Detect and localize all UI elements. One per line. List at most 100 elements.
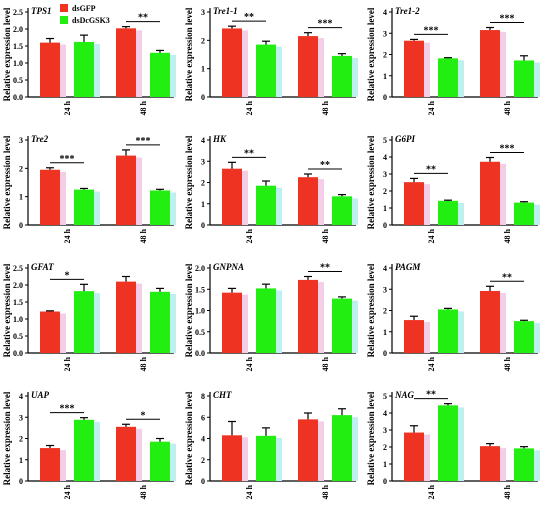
y-tick-label: 0.0 [195, 349, 205, 358]
y-tick-label: 0 [383, 477, 387, 486]
y-tick-label: 1 [19, 193, 23, 202]
y-tick-label: 1 [383, 460, 387, 469]
x-tick-label: 24 h [427, 484, 436, 499]
y-tick-label: 6 [201, 413, 205, 422]
x-tick-label: 48 h [139, 228, 148, 243]
x-tick-label: 48 h [503, 484, 512, 499]
y-tick-label: 2.5 [13, 8, 23, 17]
bar [40, 448, 60, 481]
bar [480, 30, 500, 97]
panel-title: Tre1-2 [395, 6, 420, 16]
bar [150, 291, 170, 353]
bar [480, 161, 500, 225]
bar [514, 321, 534, 353]
legend: dsGFP dsDcGSK3 [60, 4, 110, 25]
y-tick-label: 0 [19, 477, 23, 486]
y-tick-label: 1 [201, 65, 205, 74]
panel-hk: Relative expression level 0 1 2 3 4 HK 24 h 48 h… [184, 134, 358, 243]
y-axis-label: Relative expression level [366, 135, 376, 229]
panel-tre1-1: Relative expression level 0 1 2 3 Tre1-1 24 h 4… [184, 6, 358, 115]
significance-label: ** [502, 272, 512, 283]
bar [404, 40, 424, 97]
y-tick-label: 2 [201, 456, 205, 465]
panel-title: NAG [394, 390, 415, 400]
y-tick-label: 1 [201, 200, 205, 209]
bar [438, 309, 458, 353]
y-tick-label: 2.0 [13, 281, 23, 290]
y-tick-label: 1.0 [13, 315, 23, 324]
panel-g6pi: Relative expression level 0 1 2 3 4 5 G6PI 24 h 4… [366, 134, 540, 243]
x-tick-label: 24 h [245, 484, 254, 499]
bar [480, 446, 500, 481]
x-tick-label: 24 h [63, 100, 72, 115]
y-tick-label: 2.0 [13, 25, 23, 34]
bar [74, 189, 94, 225]
y-tick-label: 0 [383, 221, 387, 230]
x-tick-label: 48 h [321, 484, 330, 499]
y-axis-label: Relative expression level [184, 135, 194, 229]
bar [256, 435, 276, 481]
panel-title: G6PI [395, 134, 415, 144]
y-tick-label: 4 [383, 409, 387, 418]
y-tick-label: 0.5 [13, 332, 23, 341]
y-tick-label: 3 [383, 170, 387, 179]
x-tick-label: 24 h [427, 100, 436, 115]
bar [150, 52, 170, 97]
significance-label: *** [136, 136, 151, 147]
y-tick-label: 4 [19, 392, 23, 401]
y-axis-label: Relative expression level [2, 7, 12, 101]
y-tick-label: 3 [19, 136, 23, 145]
x-tick-label: 24 h [63, 484, 72, 499]
x-tick-label: 48 h [139, 100, 148, 115]
panel-gnpna: Relative expression level 0.0 0.5 1.0 1.5 2.0… [184, 262, 358, 371]
x-tick-label: 24 h [427, 356, 436, 371]
y-tick-label: 0.5 [195, 328, 205, 337]
bar [480, 290, 500, 353]
y-tick-label: 2 [383, 51, 387, 60]
y-tick-label: 3 [201, 8, 205, 17]
y-tick-label: 4 [383, 264, 387, 273]
y-tick-label: 1.0 [195, 307, 205, 316]
significance-label: *** [500, 144, 515, 155]
significance-label: *** [60, 404, 75, 415]
y-axis-label: Relative expression level [366, 263, 376, 357]
panel-pagm: Relative expression level 0 1 2 3 4 PAGM 24 h 48… [366, 262, 540, 371]
bar [404, 182, 424, 225]
y-tick-label: 1.5 [195, 285, 205, 294]
significance-label: ** [138, 13, 148, 24]
x-tick-label: 24 h [63, 356, 72, 371]
bar [332, 55, 352, 97]
bar [438, 405, 458, 481]
panel-title: Tre2 [31, 134, 49, 144]
panel-uap: Relative expression level 0 1 2 3 4 UAP 24 h 48 … [2, 390, 176, 499]
bar [332, 196, 352, 225]
y-axis-label: Relative expression level [366, 391, 376, 485]
legend-label: dsDcGSK3 [72, 16, 110, 25]
significance-label: ** [426, 164, 436, 175]
x-tick-label: 24 h [245, 356, 254, 371]
y-tick-label: 2.0 [195, 264, 205, 273]
y-tick-label: 2.5 [13, 264, 23, 273]
panel-tre2: Relative expression level 0 1 2 3 Tre2 24 h 48 … [2, 134, 176, 243]
y-tick-label: 8 [201, 392, 205, 401]
y-tick-label: 0 [383, 349, 387, 358]
bar [222, 168, 242, 225]
bar [438, 200, 458, 225]
bar [74, 419, 94, 481]
x-tick-label: 48 h [503, 100, 512, 115]
bar [438, 58, 458, 97]
panel-tre1-2: Relative expression level 0 1 2 3 4 Tre1-2 24 h… [366, 6, 540, 115]
bar [74, 41, 94, 97]
y-tick-label: 2 [19, 164, 23, 173]
x-tick-label: 48 h [321, 356, 330, 371]
bar [298, 36, 318, 97]
y-tick-label: 3 [201, 157, 205, 166]
y-tick-label: 1.5 [13, 298, 23, 307]
x-tick-label: 48 h [139, 484, 148, 499]
y-tick-label: 1 [19, 456, 23, 465]
y-tick-label: 2 [201, 179, 205, 188]
y-axis-label: Relative expression level [2, 391, 12, 485]
y-tick-label: 2 [383, 443, 387, 452]
bar [514, 448, 534, 481]
y-tick-label: 0 [201, 221, 205, 230]
